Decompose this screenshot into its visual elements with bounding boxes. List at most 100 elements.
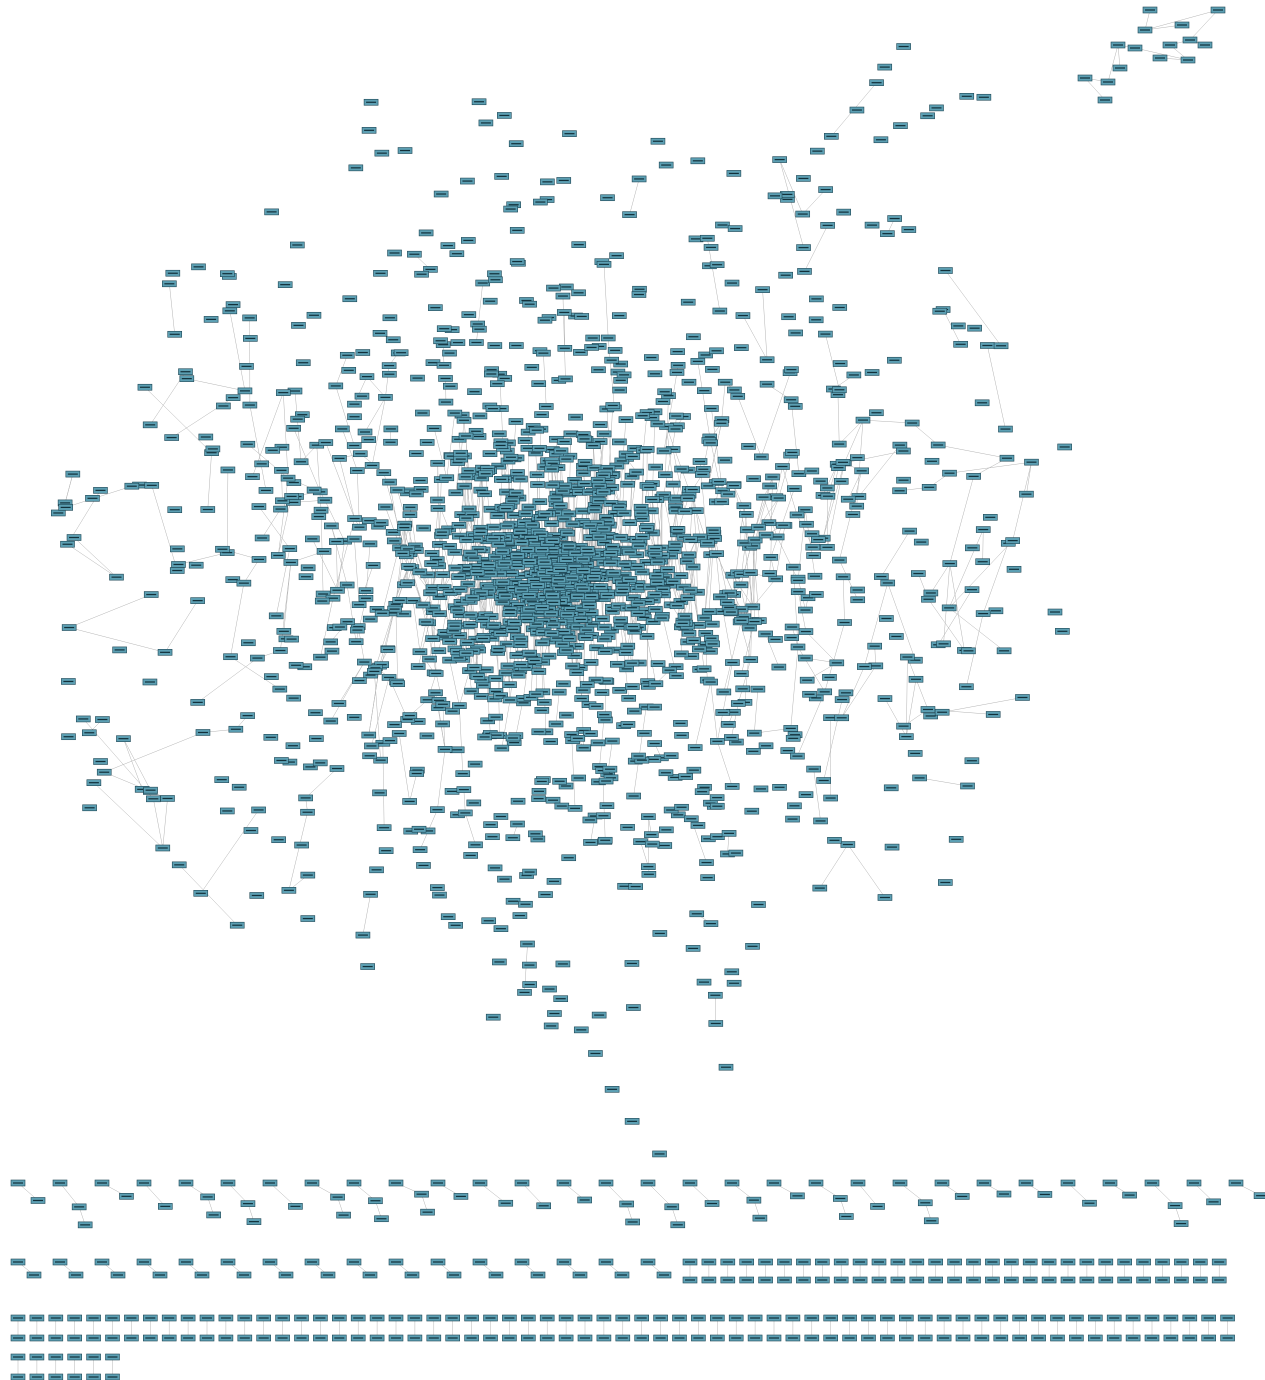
edge (67, 544, 117, 578)
node-label-glyph (793, 473, 804, 475)
node-label-glyph (485, 508, 496, 510)
node (880, 230, 895, 237)
node-label-glyph (384, 364, 395, 367)
edge (646, 636, 657, 684)
node (61, 624, 77, 631)
node (171, 561, 186, 568)
node (1019, 490, 1034, 498)
node-label-glyph (535, 201, 546, 203)
node-label-glyph (488, 1016, 499, 1018)
node (522, 868, 537, 876)
node (240, 440, 256, 448)
edge (366, 376, 386, 398)
node-label-glyph (913, 572, 924, 575)
node (864, 221, 880, 229)
node-label-glyph (363, 439, 374, 441)
node-label-glyph (343, 369, 354, 371)
node-label-glyph (587, 623, 598, 625)
node-label-glyph (661, 425, 672, 428)
node-label-glyph (357, 934, 368, 936)
node (985, 711, 1001, 718)
node (251, 556, 267, 563)
node-label-glyph (227, 579, 238, 581)
node-label-glyph (753, 526, 764, 528)
node-label-glyph (613, 605, 624, 607)
node (670, 348, 685, 355)
node-label-glyph (511, 344, 522, 347)
edge (779, 159, 803, 215)
node (376, 469, 392, 477)
node (190, 597, 205, 604)
edge (1026, 462, 1032, 495)
node-label-glyph (793, 591, 804, 593)
node (673, 720, 688, 727)
node (364, 742, 379, 750)
node-label-glyph (686, 818, 697, 820)
edge (1144, 9, 1219, 31)
edge (716, 553, 734, 595)
node-label-glyph (695, 460, 706, 463)
node-label-glyph (904, 530, 915, 532)
node-label-glyph (702, 877, 713, 879)
node-label-glyph (848, 374, 859, 376)
node (596, 430, 612, 438)
edge (790, 399, 800, 474)
node (533, 198, 548, 206)
node-label-glyph (829, 839, 840, 841)
node-label-glyph (750, 539, 761, 541)
node (520, 940, 535, 948)
node (60, 540, 75, 548)
node-label-glyph (389, 724, 400, 726)
node-label-glyph (334, 457, 345, 459)
node-label-glyph (478, 684, 489, 686)
edge (723, 620, 742, 693)
node (896, 476, 911, 484)
node-label-glyph (1000, 428, 1011, 430)
node-label-glyph (577, 510, 588, 512)
node-label-glyph (831, 662, 842, 664)
edge (602, 598, 604, 619)
node-label-glyph (134, 484, 145, 486)
node-label-glyph (509, 514, 520, 516)
edge (335, 385, 355, 446)
node-label-glyph (414, 651, 425, 653)
node-label-glyph (242, 443, 253, 445)
node-label-glyph (244, 404, 255, 406)
node-label-glyph (479, 559, 490, 561)
edge (449, 660, 460, 706)
node-label-glyph (599, 263, 610, 265)
node (220, 466, 236, 474)
node-label-glyph (450, 492, 461, 494)
node (493, 925, 509, 932)
node (652, 930, 668, 937)
node-label-glyph (475, 489, 486, 491)
edge (104, 732, 204, 773)
node (775, 463, 790, 470)
node (751, 523, 766, 531)
node-label-glyph (524, 983, 535, 986)
node-label-glyph (637, 586, 648, 588)
node (293, 458, 309, 466)
node-label-glyph (707, 368, 718, 370)
node (536, 349, 551, 357)
node-label-glyph (801, 794, 812, 796)
node (730, 393, 746, 400)
node-label-glyph (494, 587, 505, 589)
node (624, 960, 640, 967)
node (521, 503, 537, 511)
edge (230, 656, 280, 690)
node (796, 244, 811, 251)
node-label-glyph (955, 343, 966, 345)
node (178, 368, 193, 376)
node-label-glyph (542, 181, 553, 183)
node-label-glyph (648, 758, 659, 760)
node-label-glyph (732, 395, 743, 397)
node-label-glyph (786, 369, 797, 371)
edge (397, 489, 421, 572)
edge (395, 524, 406, 605)
node (920, 706, 936, 713)
node-label-glyph (686, 655, 697, 657)
edge (178, 552, 228, 565)
edge (382, 743, 385, 828)
edge (741, 529, 748, 575)
